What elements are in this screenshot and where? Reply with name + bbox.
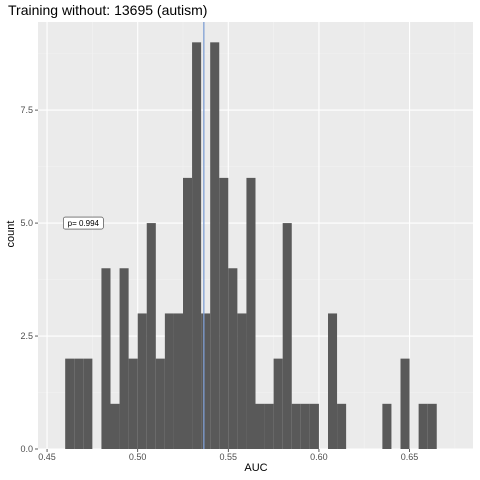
annotation-box <box>63 216 104 230</box>
histogram-bar <box>328 313 338 449</box>
histogram-bar <box>300 403 310 449</box>
histogram-bar <box>228 268 238 449</box>
histogram-bar <box>74 358 84 449</box>
histogram-bar <box>237 313 247 449</box>
histogram-bar <box>137 313 147 449</box>
x-tick-label: 0.45 <box>38 452 56 462</box>
p-value-annotation: p= 0.994 <box>63 216 104 230</box>
histogram-bars <box>65 42 437 449</box>
histogram-bar <box>264 403 274 449</box>
histogram-bar <box>146 223 156 449</box>
histogram-bar <box>282 223 292 449</box>
histogram-bar <box>418 403 428 449</box>
histogram-bar <box>173 313 183 449</box>
x-tick-label: 0.60 <box>310 452 328 462</box>
histogram-bar <box>427 403 437 449</box>
histogram-bar <box>219 177 229 449</box>
histogram-bar <box>155 358 165 449</box>
histogram-bar <box>83 358 93 449</box>
y-tick-label: 7.5 <box>20 105 33 115</box>
x-axis-title: AUC <box>244 462 267 474</box>
histogram-bar <box>183 177 193 449</box>
chart-title: Training without: 13695 (autism) <box>8 2 207 18</box>
histogram-bar <box>101 268 111 449</box>
histogram-bar <box>65 358 75 449</box>
histogram-bar <box>110 403 120 449</box>
histogram-bar <box>309 403 319 449</box>
histogram-bar <box>382 403 392 449</box>
histogram-bar <box>119 268 129 449</box>
histogram-bar <box>210 42 220 449</box>
y-axis-title: count <box>5 221 17 248</box>
y-axis: 0.0 2.5 5.0 7.5 <box>20 105 38 454</box>
histogram-bar <box>291 403 301 449</box>
histogram-bar <box>201 313 211 449</box>
histogram-bar <box>255 403 265 449</box>
histogram-bar <box>273 358 283 449</box>
histogram-bar <box>192 42 202 449</box>
x-tick-label: 0.65 <box>401 452 419 462</box>
histogram-bar <box>400 358 410 449</box>
y-tick-label: 2.5 <box>20 331 33 341</box>
histogram-bar <box>246 177 256 449</box>
histogram-bar <box>337 403 347 449</box>
y-tick-label: 5.0 <box>20 218 33 228</box>
annotation-text: p= 0.994 <box>68 219 100 228</box>
histogram-bar <box>164 313 174 449</box>
x-tick-label: 0.55 <box>220 452 238 462</box>
x-tick-label: 0.50 <box>129 452 147 462</box>
histogram-bar <box>128 358 138 449</box>
y-tick-label: 0.0 <box>20 444 33 454</box>
x-axis: 0.45 0.50 0.55 0.60 0.65 <box>38 449 418 462</box>
